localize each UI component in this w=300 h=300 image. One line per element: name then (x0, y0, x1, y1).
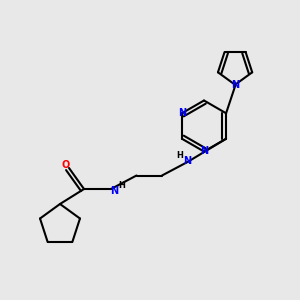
Text: N: N (178, 108, 186, 118)
Text: O: O (62, 160, 70, 170)
Text: H: H (118, 182, 125, 190)
Text: H: H (177, 152, 183, 160)
Text: N: N (231, 80, 239, 90)
Text: N: N (183, 155, 192, 166)
Text: N: N (200, 146, 208, 157)
Text: N: N (110, 185, 118, 196)
